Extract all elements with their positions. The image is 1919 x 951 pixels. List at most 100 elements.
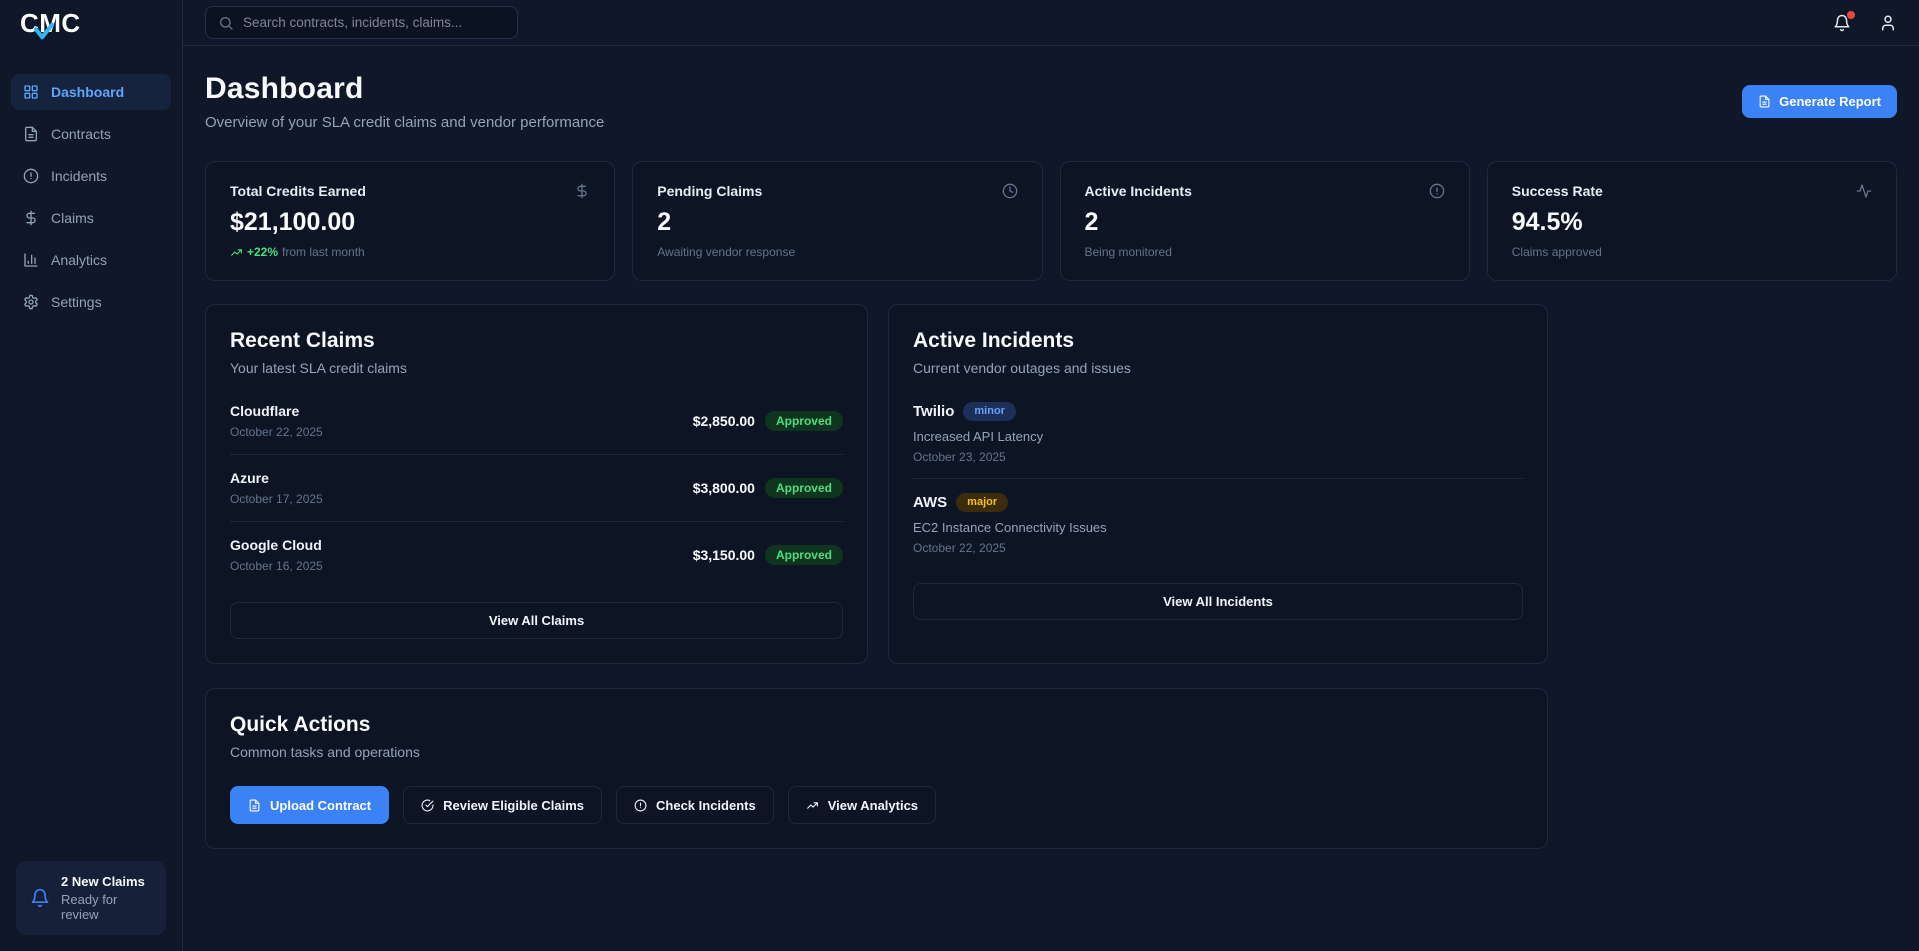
claim-vendor: Google Cloud xyxy=(230,537,322,553)
claim-vendor: Cloudflare xyxy=(230,403,300,419)
claim-date: October 22, 2025 xyxy=(230,425,323,439)
stats-row: Total Credits Earned $21,100.00 +22% fro… xyxy=(205,161,1897,281)
logo-checkmark-icon xyxy=(33,22,55,40)
main-area: Dashboard Overview of your SLA credit cl… xyxy=(183,0,1919,951)
stat-value: 2 xyxy=(1084,208,1099,236)
active-incidents-card: Active Incidents Current vendor outages … xyxy=(888,304,1548,664)
sidebar-item-label: Claims xyxy=(51,210,94,226)
dollar-icon xyxy=(26,210,36,226)
stat-card-success-rate: Success Rate 94.5% Claims approved xyxy=(1486,161,1897,281)
search-bar[interactable] xyxy=(205,6,518,39)
incident-date: October 23, 2025 xyxy=(913,450,1006,464)
file-text-icon xyxy=(25,126,37,142)
page-content: Dashboard Overview of your SLA credit cl… xyxy=(183,46,1919,875)
new-claims-notification[interactable]: 2 New Claims Ready for review xyxy=(16,861,166,935)
incident-date: October 22, 2025 xyxy=(913,541,1006,555)
file-text-icon xyxy=(249,799,260,811)
sidebar-item-incidents[interactable]: Incidents xyxy=(11,158,171,194)
clock-icon xyxy=(1002,183,1017,199)
notification-title: 2 New Claims xyxy=(61,874,145,889)
sidebar-item-label: Analytics xyxy=(51,252,108,268)
incident-vendor: Twilio xyxy=(913,403,955,420)
notification-subtitle: Ready for review xyxy=(61,892,118,922)
sidebar-item-analytics[interactable]: Analytics xyxy=(11,242,171,278)
card-title: Recent Claims xyxy=(230,329,375,352)
card-subtitle: Your latest SLA credit claims xyxy=(230,360,407,376)
review-eligible-claims-button[interactable]: Review Eligible Claims xyxy=(403,786,603,824)
sidebar-item-label: Incidents xyxy=(51,168,108,184)
card-title: Quick Actions xyxy=(230,713,371,736)
stat-label: Total Credits Earned xyxy=(230,183,366,199)
page-title: Dashboard xyxy=(205,72,364,105)
stat-subtext: Awaiting vendor response xyxy=(657,245,796,259)
status-badge: Approved xyxy=(764,411,843,431)
bell-icon xyxy=(1834,14,1850,31)
dollar-icon xyxy=(577,183,587,199)
quick-actions-card: Quick Actions Common tasks and operation… xyxy=(205,688,1548,849)
view-all-claims-button[interactable]: View All Claims xyxy=(230,602,843,639)
alert-circle-icon xyxy=(634,799,647,811)
sidebar-item-settings[interactable]: Settings xyxy=(11,284,171,320)
sidebar: CMC Dashboard Contracts Incidents Claims… xyxy=(0,0,183,951)
layout-grid-icon xyxy=(24,85,38,99)
claim-row[interactable]: Cloudflare October 22, 2025 $2,850.00 Ap… xyxy=(230,388,843,455)
incident-description: Increased API Latency xyxy=(913,429,1044,444)
check-incidents-button[interactable]: Check Incidents xyxy=(616,786,774,824)
incident-vendor: AWS xyxy=(913,494,948,511)
stat-subtext: +22% from last month xyxy=(230,245,590,259)
severity-badge: minor xyxy=(963,402,1016,421)
generate-report-button[interactable]: Generate Report xyxy=(1742,85,1897,118)
sidebar-item-label: Contracts xyxy=(51,126,111,142)
sidebar-item-claims[interactable]: Claims xyxy=(11,200,171,236)
unread-indicator-dot xyxy=(1847,10,1855,19)
stat-subtext: Claims approved xyxy=(1511,245,1602,259)
search-icon xyxy=(220,16,233,30)
sidebar-item-dashboard[interactable]: Dashboard xyxy=(11,74,171,110)
claim-date: October 17, 2025 xyxy=(230,492,323,506)
card-subtitle: Common tasks and operations xyxy=(230,744,420,760)
sidebar-item-contracts[interactable]: Contracts xyxy=(11,116,171,152)
view-analytics-button[interactable]: View Analytics xyxy=(787,786,937,824)
alert-circle-icon xyxy=(23,168,39,184)
notifications-button[interactable] xyxy=(1833,10,1855,32)
user-icon xyxy=(1882,15,1894,30)
app-logo[interactable]: CMC xyxy=(0,0,182,46)
topbar xyxy=(183,0,1919,46)
incident-row[interactable]: Twilio minor Increased API Latency Octob… xyxy=(913,388,1523,479)
stat-card-total-credits: Total Credits Earned $21,100.00 +22% fro… xyxy=(205,161,616,281)
search-input[interactable] xyxy=(243,15,505,30)
user-menu-button[interactable] xyxy=(1879,14,1897,32)
stat-card-active-incidents: Active Incidents 2 Being monitored xyxy=(1059,161,1470,281)
card-title: Active Incidents xyxy=(913,329,1075,352)
stat-value: $21,100.00 xyxy=(230,208,356,236)
activity-icon xyxy=(1856,184,1872,198)
claim-vendor: Azure xyxy=(230,470,269,486)
trending-up-icon xyxy=(806,801,818,809)
gear-icon xyxy=(24,294,38,310)
check-circle-icon xyxy=(421,799,434,811)
claim-date: October 16, 2025 xyxy=(230,559,323,573)
stat-subtext: Being monitored xyxy=(1084,245,1172,259)
status-badge: Approved xyxy=(764,545,843,565)
incident-description: EC2 Instance Connectivity Issues xyxy=(913,520,1107,535)
card-subtitle: Current vendor outages and issues xyxy=(913,360,1131,376)
view-all-incidents-button[interactable]: View All Incidents xyxy=(913,583,1523,620)
status-badge: Approved xyxy=(764,478,843,498)
recent-claims-card: Recent Claims Your latest SLA credit cla… xyxy=(205,304,868,664)
logo-text: CMC xyxy=(20,8,81,38)
sidebar-nav: Dashboard Contracts Incidents Claims Ana… xyxy=(0,46,182,320)
sidebar-item-label: Dashboard xyxy=(51,84,125,100)
incident-row[interactable]: AWS major EC2 Instance Connectivity Issu… xyxy=(913,479,1523,569)
alert-circle-icon xyxy=(1429,183,1445,199)
file-text-icon xyxy=(1759,95,1770,108)
trending-up-icon xyxy=(231,248,242,256)
stat-label: Pending Claims xyxy=(657,183,763,199)
claim-row[interactable]: Azure October 17, 2025 $3,800.00 Approve… xyxy=(230,455,843,522)
upload-contract-button[interactable]: Upload Contract xyxy=(230,786,390,824)
stat-value: 2 xyxy=(657,208,672,236)
page-subtitle: Overview of your SLA credit claims and v… xyxy=(205,114,605,131)
claim-row[interactable]: Google Cloud October 16, 2025 $3,150.00 … xyxy=(230,522,843,588)
claim-amount: $3,150.00 xyxy=(692,547,755,563)
stat-card-pending-claims: Pending Claims 2 Awaiting vendor respons… xyxy=(632,161,1043,281)
stat-label: Success Rate xyxy=(1511,183,1603,199)
